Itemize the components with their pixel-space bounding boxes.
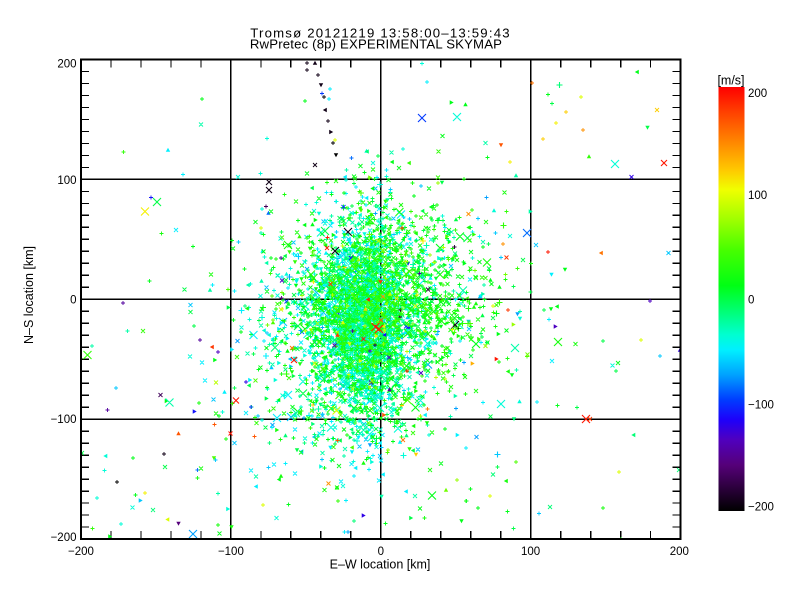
svg-text:RwPretec (8p) EXPERIMENTAL SKY: RwPretec (8p) EXPERIMENTAL SKYMAP	[250, 37, 502, 52]
svg-text:200: 200	[670, 546, 689, 558]
svg-text:100: 100	[748, 190, 767, 202]
svg-text:−100: −100	[748, 400, 774, 412]
svg-text:100: 100	[521, 546, 540, 558]
svg-text:−100: −100	[51, 414, 77, 426]
svg-text:0: 0	[378, 546, 384, 558]
svg-text:0: 0	[70, 295, 76, 307]
svg-text:100: 100	[57, 175, 76, 187]
svg-text:−200: −200	[68, 546, 94, 558]
svg-text:[m/s]: [m/s]	[717, 74, 744, 88]
svg-text:0: 0	[748, 295, 754, 307]
svg-text:−200: −200	[748, 501, 774, 513]
svg-text:N–S location [km]: N–S location [km]	[22, 246, 36, 344]
svg-text:Tromsø 20121219 13:58:00–13:59: Tromsø 20121219 13:58:00–13:59:43	[250, 26, 511, 41]
svg-text:200: 200	[748, 88, 767, 100]
svg-text:−200: −200	[51, 532, 77, 544]
svg-text:E–W location [km]: E–W location [km]	[330, 558, 431, 572]
svg-text:−100: −100	[218, 546, 244, 558]
svg-text:200: 200	[57, 58, 76, 70]
